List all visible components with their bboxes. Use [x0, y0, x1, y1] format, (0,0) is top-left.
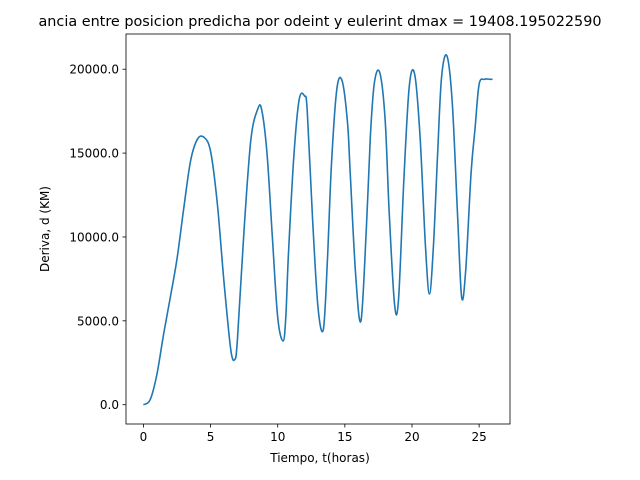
x-tick-label: 5: [207, 430, 215, 444]
y-axis-label: Deriva, d (KM): [38, 186, 52, 272]
x-tick-label: 25: [471, 430, 486, 444]
plot-area: [142, 54, 493, 406]
y-tick-label: 5000.0: [77, 314, 119, 328]
y-tick-label: 10000.0: [69, 230, 119, 244]
x-tick-label: 10: [270, 430, 285, 444]
chart-title: ancia entre posicion predicha por odeint…: [38, 14, 601, 30]
axes-frame: [125, 33, 511, 425]
x-axis: 0 5 10 15 20 25: [140, 424, 487, 444]
y-axis: 0.0 5000.0 10000.0 15000.0 20000.0: [69, 63, 126, 412]
y-tick-label: 20000.0: [69, 63, 119, 77]
x-tick-label: 0: [140, 430, 148, 444]
x-axis-label: Tiempo, t(horas): [269, 451, 370, 465]
y-tick-label: 0.0: [100, 398, 119, 412]
x-tick-label: 15: [337, 430, 352, 444]
series-line: [142, 54, 493, 406]
x-tick-label: 20: [404, 430, 419, 444]
y-tick-label: 15000.0: [69, 147, 119, 161]
